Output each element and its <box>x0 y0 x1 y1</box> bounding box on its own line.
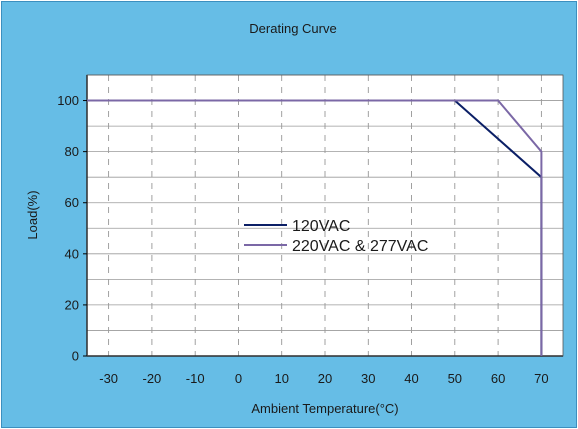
x-tick-label: 40 <box>404 371 418 386</box>
y-tick-label: 20 <box>65 297 79 312</box>
axes <box>83 74 564 357</box>
y-tick-label: 40 <box>65 246 79 261</box>
series-line-2 <box>87 99 543 356</box>
y-tick-label: 80 <box>65 144 79 159</box>
x-tick-labels: -30 -20 -10 0 10 20 30 40 50 60 70 <box>99 371 548 386</box>
x-tick-label: -20 <box>143 371 162 386</box>
x-tick-label: 50 <box>448 371 462 386</box>
y-tick-label: 60 <box>65 195 79 210</box>
plot-border <box>86 74 564 357</box>
x-tick-label: 10 <box>274 371 288 386</box>
legend-label-1: 120VAC <box>292 218 350 235</box>
legend-label-2: 220VAC & 277VAC <box>292 238 428 255</box>
x-tick-label: 60 <box>491 371 505 386</box>
x-tick-label: 30 <box>361 371 375 386</box>
x-tick-label: -30 <box>99 371 118 386</box>
series-lines <box>87 99 543 356</box>
x-tick-label: -10 <box>186 371 205 386</box>
plot-area <box>87 75 563 356</box>
x-tick-label: 0 <box>235 371 242 386</box>
y-tick-label: 100 <box>57 93 79 108</box>
y-tick-labels: 0 20 40 60 80 100 <box>57 93 79 363</box>
y-axis-label: Load(%) <box>25 190 40 239</box>
y-tick-label: 0 <box>72 349 79 364</box>
x-tick-label: 70 <box>534 371 548 386</box>
chart-title: Derating Curve <box>249 21 336 36</box>
legend: 120VAC 220VAC & 277VAC <box>244 218 428 255</box>
x-tick-label: 20 <box>318 371 332 386</box>
x-axis-label: Ambient Temperature(°C) <box>251 401 398 416</box>
